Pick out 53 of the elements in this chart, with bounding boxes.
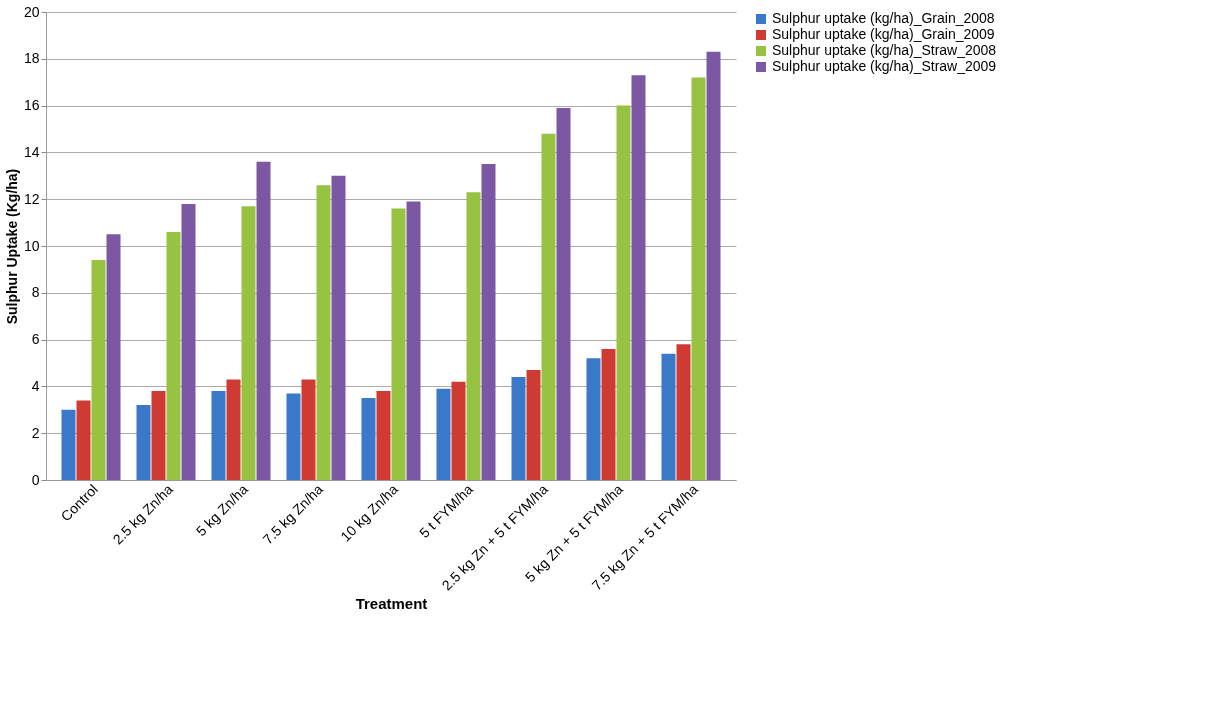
- y-tick-label: 10: [23, 237, 40, 254]
- bar: [481, 164, 496, 480]
- bar: [511, 377, 526, 480]
- bar: [286, 393, 301, 480]
- bar: [256, 161, 271, 480]
- bar: [601, 348, 616, 480]
- legend-label: Sulphur uptake (kg/ha)_Straw_2009: [772, 58, 997, 74]
- bar: [676, 344, 691, 480]
- x-axis-title: Treatment: [355, 595, 428, 613]
- bar: [376, 391, 391, 480]
- y-tick-label: 12: [23, 190, 40, 207]
- bar: [436, 388, 451, 480]
- bar: [706, 51, 721, 480]
- bar: [406, 201, 421, 480]
- legend-label: Sulphur uptake (kg/ha)_Grain_2009: [772, 26, 995, 42]
- y-tick-label: 6: [31, 331, 40, 348]
- bar: [541, 133, 556, 480]
- bar: [151, 391, 166, 480]
- legend-label: Sulphur uptake (kg/ha)_Grain_2008: [772, 10, 995, 26]
- y-tick-label: 20: [23, 3, 40, 20]
- bar: [526, 370, 541, 480]
- bar: [301, 379, 316, 480]
- bar: [331, 175, 346, 480]
- y-tick-label: 4: [31, 377, 40, 394]
- bar: [631, 75, 646, 480]
- bar: [211, 391, 226, 480]
- bar: [556, 107, 571, 480]
- bar: [661, 353, 676, 480]
- bar: [451, 381, 466, 480]
- bar: [91, 260, 106, 480]
- bar: [616, 105, 631, 480]
- bar: [466, 192, 481, 480]
- bar: [226, 379, 241, 480]
- bar: [106, 234, 121, 480]
- y-tick-label: 8: [31, 284, 40, 301]
- bar: [166, 231, 181, 480]
- y-axis-title: Sulphur Uptake (Kg/ha): [3, 168, 20, 325]
- y-tick-label: 16: [23, 97, 40, 114]
- legend-label: Sulphur uptake (kg/ha)_Straw_2008: [772, 42, 997, 58]
- y-tick-label: 0: [31, 471, 40, 488]
- bar: [691, 77, 706, 480]
- bar: [136, 405, 151, 480]
- bar: [241, 206, 256, 480]
- y-tick-label: 2: [31, 424, 40, 441]
- bar: [361, 398, 376, 480]
- bar: [316, 185, 331, 480]
- bar: [76, 400, 91, 480]
- y-tick-label: 18: [23, 50, 40, 67]
- y-tick-label: 14: [23, 143, 40, 160]
- bar: [61, 409, 76, 480]
- bar: [586, 358, 601, 480]
- bar: [391, 208, 406, 480]
- bar: [181, 203, 196, 480]
